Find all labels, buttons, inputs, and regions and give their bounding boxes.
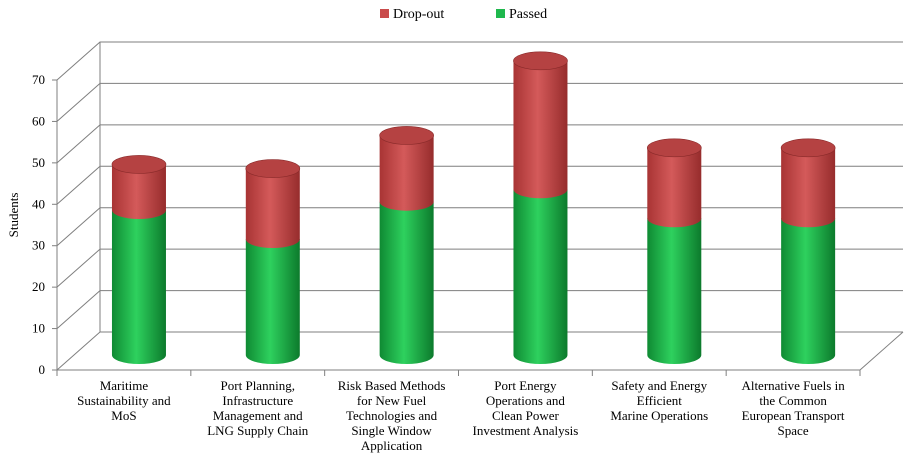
gridlines	[56, 41, 903, 371]
gridline	[56, 165, 903, 205]
bar-dropout	[646, 138, 702, 228]
bar-dropout-cap	[780, 138, 836, 158]
y-tick-label: 70	[32, 72, 45, 87]
bar-dropout-cap	[513, 51, 568, 71]
bar-dropout	[245, 159, 301, 248]
x-category-label: Alternative Fuels in the Common European T…	[741, 378, 845, 438]
bar-dropout	[513, 51, 568, 199]
bar-passed-body	[379, 201, 434, 365]
y-tick-label: 60	[32, 113, 45, 128]
gridline	[56, 290, 903, 329]
y-tick-label: 40	[32, 196, 45, 211]
bar-dropout	[379, 126, 434, 211]
gridline	[56, 124, 903, 164]
bar-dropout-body	[245, 168, 300, 248]
legend-label: Drop-out	[393, 7, 444, 22]
bar-dropout-cap	[379, 126, 434, 145]
gridline	[56, 82, 903, 122]
floor-right-edge	[859, 331, 904, 371]
bar-dropout-body	[513, 60, 568, 199]
y-tick-label: 50	[32, 155, 45, 170]
legend-label: Passed	[509, 7, 547, 22]
bar-dropout-body	[647, 147, 702, 228]
x-category-label: Safety and Energy Efficient Marine Operati…	[610, 378, 708, 423]
y-axis-title: Students	[6, 193, 21, 238]
bars	[111, 51, 836, 365]
x-category-label: Risk Based Methods for New Fuel Technologi…	[338, 378, 446, 453]
y-tick-label: 20	[32, 279, 45, 294]
bar-passed	[513, 189, 568, 365]
gridline	[56, 207, 903, 247]
gridline	[56, 248, 903, 288]
legend-swatch	[496, 9, 505, 18]
axes	[52, 79, 904, 376]
bar-passed	[781, 218, 836, 365]
gridline	[56, 331, 903, 371]
bar-dropout	[111, 155, 167, 219]
x-category-label: Maritime Sustainability and MoS	[77, 378, 171, 423]
bar-passed	[647, 218, 702, 365]
x-category-label: Port Energy Operations and Clean Power Inve…	[473, 378, 579, 438]
legend: Drop-out Passed	[380, 7, 547, 22]
bar-dropout-body	[781, 147, 836, 228]
gridline	[56, 41, 903, 81]
bar-dropout	[780, 138, 836, 228]
bar-passed-body	[513, 189, 568, 365]
bar-passed	[245, 239, 300, 365]
bar-passed-body	[647, 218, 702, 365]
legend-swatch	[380, 9, 389, 18]
y-tick-label: 10	[32, 321, 45, 336]
y-tick-label: 30	[32, 238, 45, 253]
bar-passed-body	[111, 210, 166, 365]
y-tick-label: 0	[39, 362, 46, 377]
tick-labels: 0 10 20 30 40 50 60 70 Maritime Sustainability an…	[32, 72, 845, 453]
bar-dropout-body	[111, 164, 166, 219]
x-category-label: Port Planning, Infrastructure Management a…	[207, 378, 309, 438]
bar-passed	[379, 201, 434, 365]
bar-dropout-body	[379, 135, 434, 211]
bar-dropout-cap	[646, 138, 702, 158]
bar-dropout-cap	[245, 159, 301, 178]
bar-passed-body	[245, 239, 300, 365]
bar-passed-body	[781, 218, 836, 365]
bar-dropout-cap	[111, 155, 167, 174]
bar-passed	[111, 210, 166, 365]
